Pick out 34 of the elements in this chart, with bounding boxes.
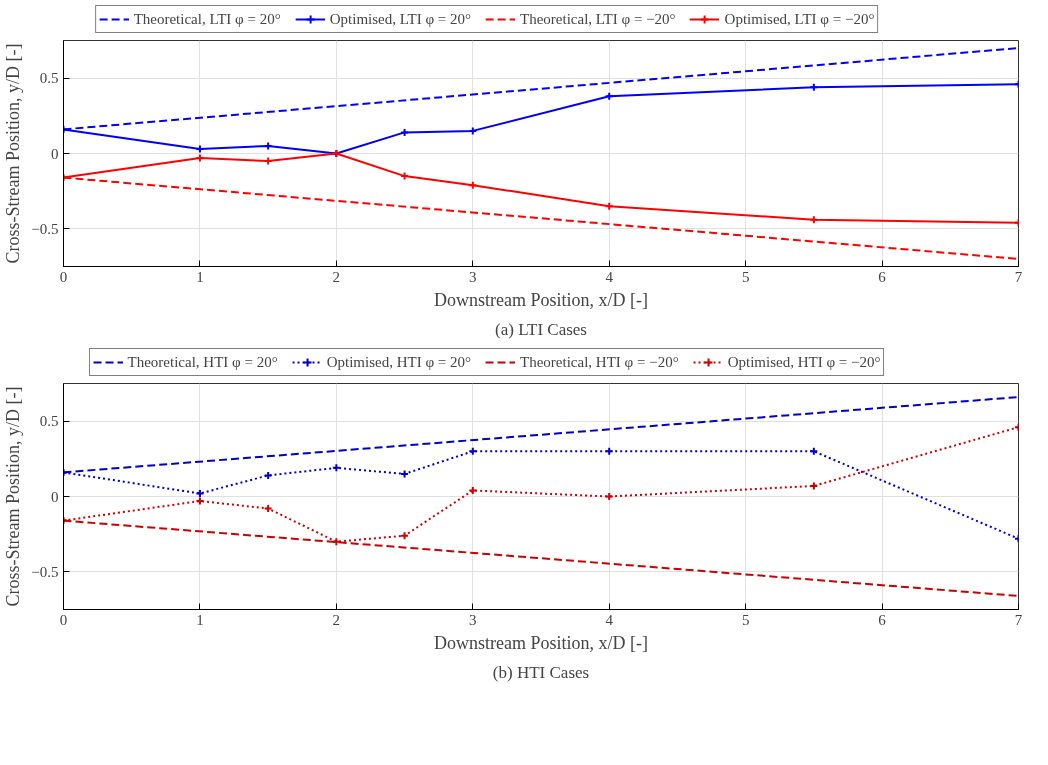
x-tick-label: 3 — [469, 268, 477, 285]
y-axis-title: Cross-Stream Position, y/D [-] — [3, 43, 24, 264]
x-tick-label: 4 — [605, 611, 614, 628]
legend-label: Theoretical, HTI φ = 20° — [127, 353, 278, 371]
y-tick-label: 0.5 — [39, 413, 59, 430]
x-tick-label: 7 — [1014, 611, 1023, 628]
x-axis-title: Downstream Position, x/D [-] — [434, 632, 648, 653]
x-axis-title: Downstream Position, x/D [-] — [434, 289, 648, 310]
legend-label: Theoretical, HTI φ = −20° — [520, 353, 679, 371]
text: (a) LTI Cases — [495, 319, 587, 339]
x-tick-label: 1 — [196, 268, 204, 285]
legend-label: Optimised, HTI φ = 20° — [326, 353, 472, 371]
x-tick-label: 2 — [332, 268, 341, 285]
y-tick-label: −0.5 — [31, 563, 59, 580]
x-tick-label: 6 — [878, 268, 887, 285]
y-tick-label: −0.5 — [31, 220, 59, 237]
x-tick-label: 7 — [1014, 268, 1023, 285]
x-tick-label: 6 — [878, 611, 887, 628]
text: (b) HTI Cases — [492, 662, 590, 682]
x-tick-label: 1 — [196, 611, 204, 628]
y-tick-label: 0.5 — [39, 70, 59, 87]
legend-label: Optimised, HTI φ = −20° — [727, 353, 881, 371]
y-tick-label: 0 — [51, 145, 59, 162]
x-tick-label: 4 — [605, 268, 614, 285]
x-tick-label: 3 — [469, 611, 477, 628]
legend-label: Theoretical, LTI φ = 20° — [133, 10, 281, 28]
x-tick-label: 5 — [741, 268, 750, 285]
x-tick-label: 5 — [741, 611, 750, 628]
legend-label: Optimised, LTI φ = 20° — [329, 10, 472, 28]
legend-label: Optimised, LTI φ = −20° — [724, 10, 875, 28]
y-tick-label: 0 — [51, 488, 59, 505]
y-axis-title: Cross-Stream Position, y/D [-] — [3, 386, 24, 607]
legend-label: Theoretical, LTI φ = −20° — [520, 10, 676, 28]
x-tick-label: 2 — [332, 611, 341, 628]
